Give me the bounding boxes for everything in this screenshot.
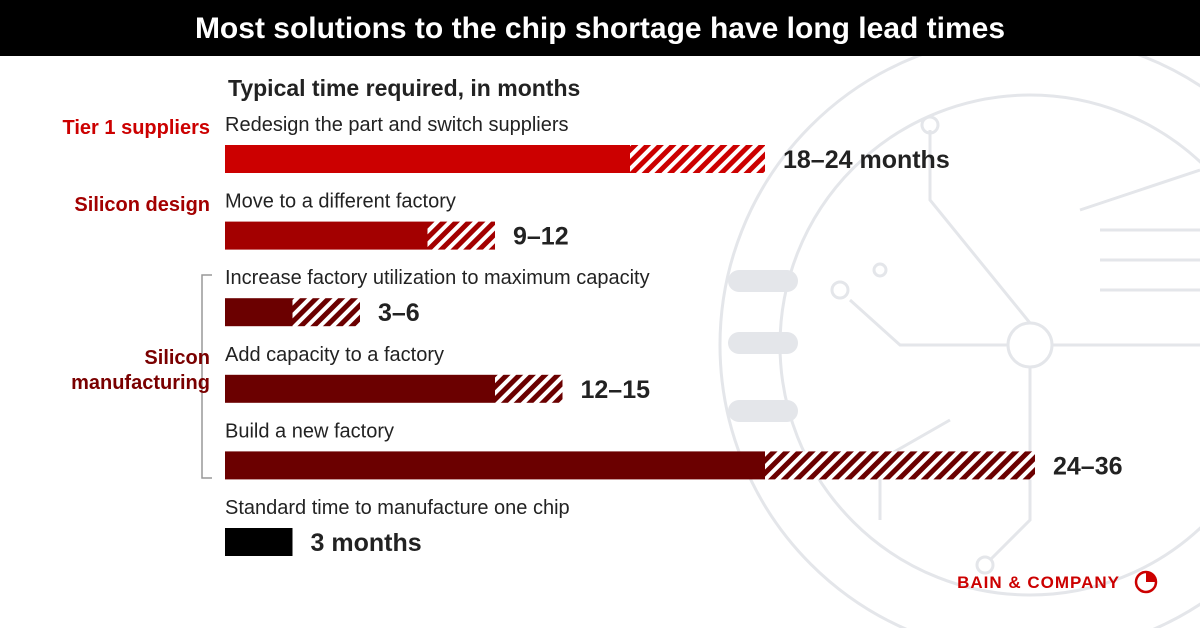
- bar-range: [495, 374, 563, 403]
- value-label: 24–36: [1053, 452, 1123, 480]
- category-label: Build a new factory: [225, 420, 394, 442]
- group-label: Silicon manufacturing: [71, 346, 210, 394]
- value-label: 18–24 months: [783, 146, 950, 174]
- category-label: Move to a different factory: [225, 191, 456, 213]
- value-label: 3 months: [311, 529, 422, 557]
- value-label: 12–15: [581, 376, 651, 404]
- value-label: 9–12: [513, 223, 569, 251]
- brand: BAIN & COMPANY: [957, 573, 1120, 592]
- bar-range: [765, 451, 1035, 480]
- background-circuit: [718, 33, 1200, 628]
- bar-min: [225, 374, 495, 403]
- title: Most solutions to the chip shortage have…: [195, 12, 1005, 45]
- group-label: Tier 1 suppliers: [62, 117, 210, 139]
- bar-min: [225, 451, 765, 480]
- bar-range: [630, 145, 765, 173]
- bar-range: [427, 221, 495, 250]
- background-pins: [728, 270, 798, 422]
- category-label: Add capacity to a factory: [225, 344, 444, 366]
- value-label: 3–6: [378, 299, 420, 327]
- subtitle: Typical time required, in months: [228, 75, 580, 101]
- category-label: Increase factory utilization to maximum …: [225, 267, 650, 289]
- bar-min: [225, 145, 630, 173]
- title-bar: [0, 0, 1200, 56]
- bar-range: [292, 298, 360, 327]
- group-label: Silicon design: [74, 193, 210, 216]
- group-bracket: [201, 274, 212, 479]
- category-label: Redesign the part and switch suppliers: [225, 114, 569, 136]
- category-label: Standard time to manufacture one chip: [225, 497, 570, 519]
- bar-min: [225, 221, 428, 250]
- brand-logo: [1134, 570, 1158, 594]
- bar-min: [225, 528, 293, 556]
- bar-min: [225, 298, 293, 327]
